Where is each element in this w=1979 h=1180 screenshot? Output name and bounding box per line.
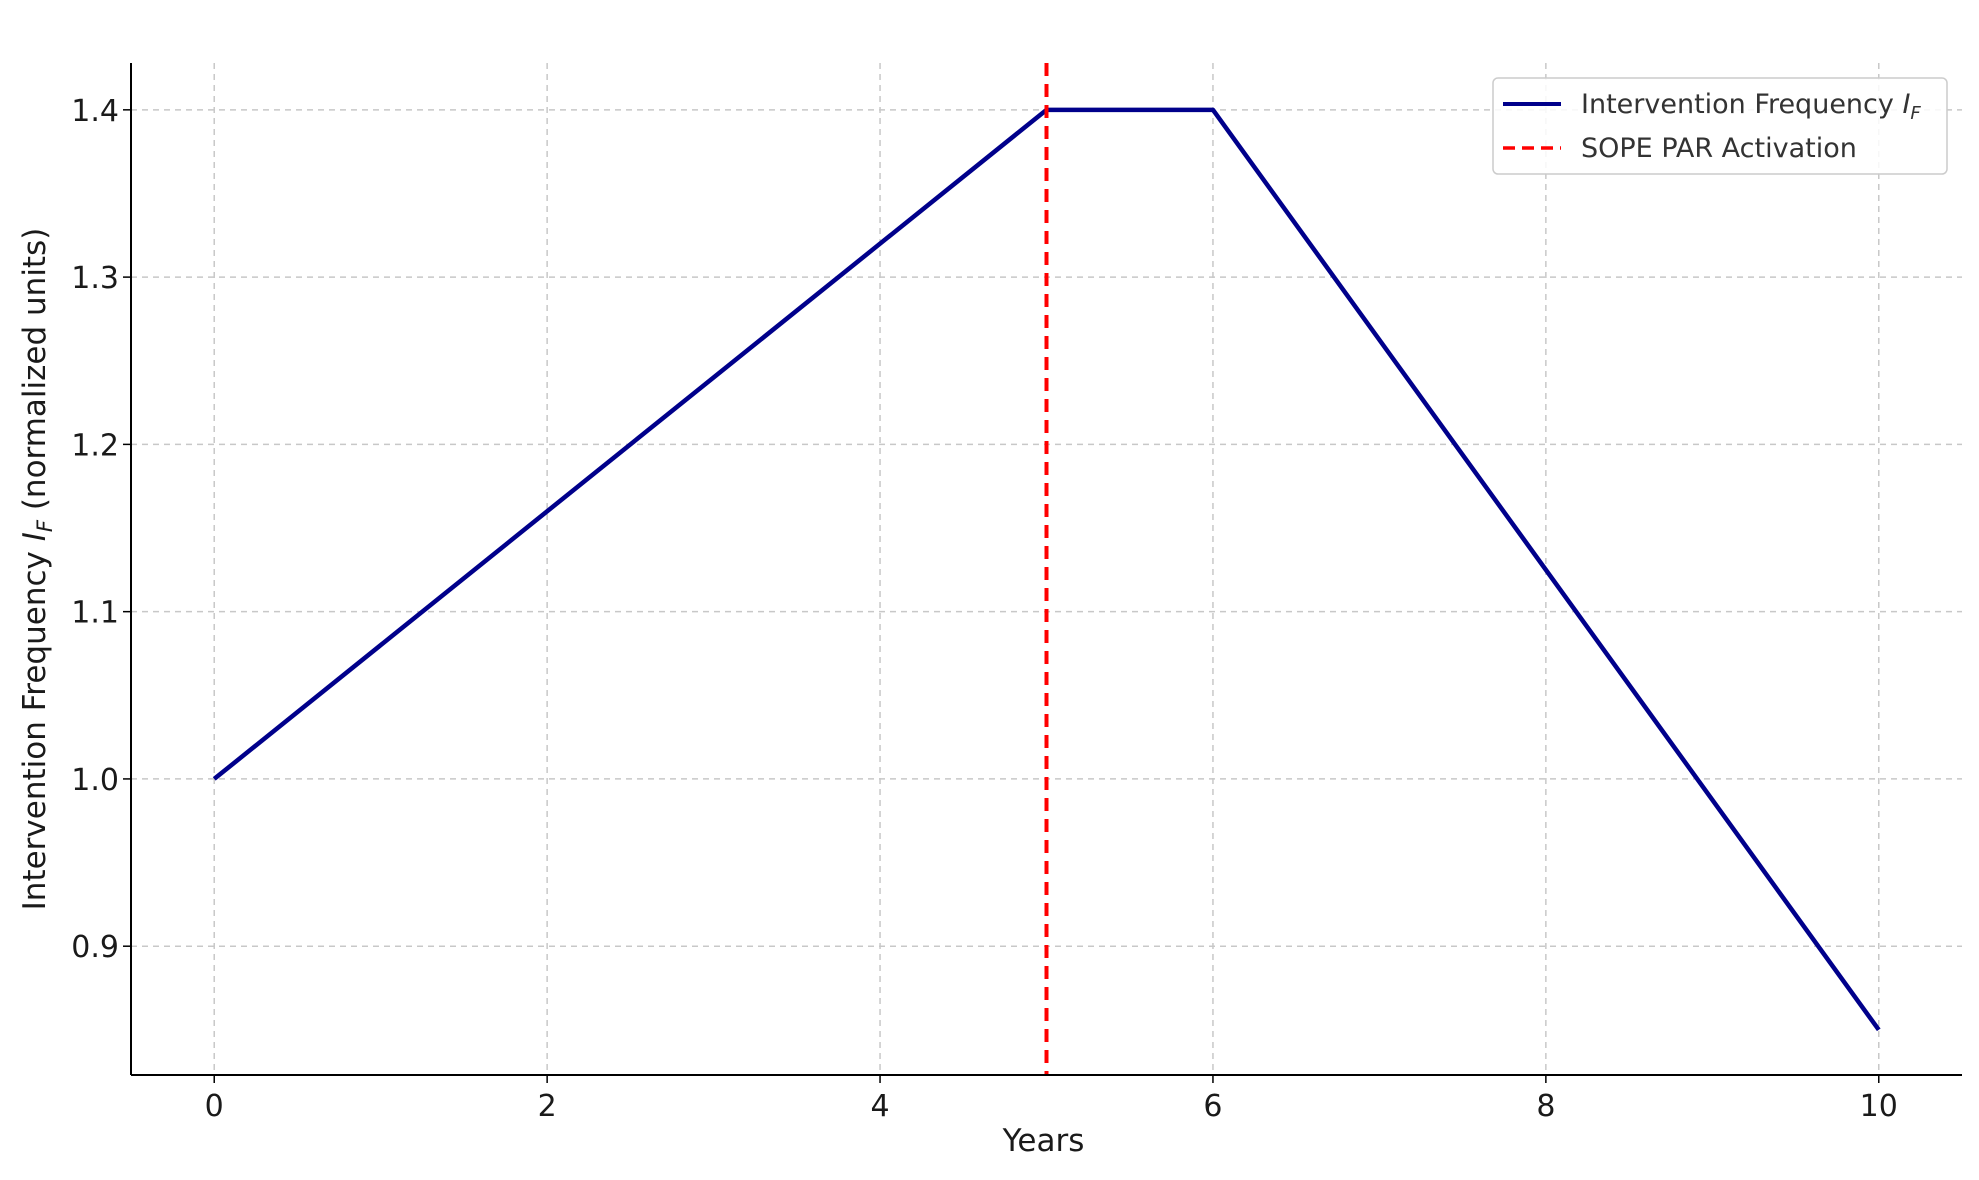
y-tick-label: 1.2 <box>71 428 119 463</box>
y-axis-title-subscript: F <box>33 519 57 532</box>
x-tick-label: 10 <box>1860 1089 1898 1124</box>
y-tick-label: 1.3 <box>71 261 119 296</box>
y-tick-label: 1.0 <box>71 763 119 798</box>
x-tick-label: 6 <box>1203 1089 1222 1124</box>
legend-box <box>1492 77 1948 175</box>
legend: Intervention Frequency IF SOPE PAR Activ… <box>1492 77 1948 175</box>
y-tick-label: 1.1 <box>71 596 119 631</box>
series-layer <box>212 63 1881 1075</box>
legend-label-prefix: Intervention Frequency <box>1581 89 1902 120</box>
y-axis-title-prefix: Intervention Frequency <box>17 541 53 910</box>
series-line-intervention-frequency <box>212 107 1881 1032</box>
y-axis-title-symbol: I <box>17 532 53 541</box>
x-tick-label: 8 <box>1536 1089 1555 1124</box>
y-axis-ticks: 0.9 1.0 1.1 1.2 1.3 1.4 <box>71 94 131 965</box>
legend-label-intervention-frequency: Intervention Frequency IF <box>1581 89 1921 124</box>
y-tick-label: 1.4 <box>71 94 119 129</box>
x-axis-ticks: 0 2 4 6 8 10 <box>205 1075 1898 1124</box>
y-tick-label: 0.9 <box>71 930 119 965</box>
legend-label-sope-par-activation: SOPE PAR Activation <box>1581 133 1857 164</box>
y-axis-title: Intervention Frequency IF (normalized un… <box>17 228 57 911</box>
legend-label-subscript: F <box>1910 103 1921 124</box>
legend-label-symbol: I <box>1902 89 1910 120</box>
x-tick-label: 2 <box>538 1089 557 1124</box>
x-axis-title: Years <box>1002 1123 1085 1159</box>
x-tick-label: 4 <box>870 1089 889 1124</box>
x-tick-label: 0 <box>205 1089 224 1124</box>
axis-spines <box>130 63 1962 1076</box>
y-axis-title-suffix: (normalized units) <box>17 228 53 520</box>
